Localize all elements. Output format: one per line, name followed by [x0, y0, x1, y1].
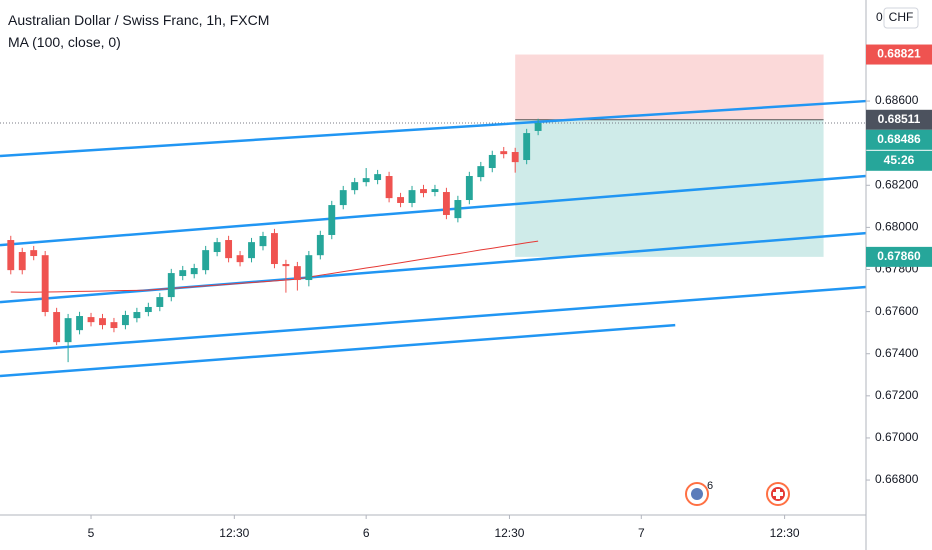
- currency-button[interactable]: [883, 7, 919, 29]
- currency-label[interactable]: CHF: [889, 10, 914, 24]
- candle-body: [213, 242, 221, 253]
- trend-line: [0, 99, 867, 158]
- candle-body: [41, 255, 49, 313]
- x-tick-label: 7: [638, 526, 645, 540]
- countdown: 45:26: [884, 153, 915, 167]
- candle-body: [500, 151, 508, 155]
- candle-body: [374, 174, 382, 181]
- candle-body: [7, 240, 15, 271]
- chart-title: Australian Dollar / Swiss Franc, 1h, FXC…: [8, 12, 269, 28]
- indicator-label: MA (100, close, 0): [8, 34, 121, 50]
- candle-body: [30, 250, 38, 257]
- candle-body: [271, 233, 278, 265]
- moving-average: [10, 240, 539, 293]
- candle-body: [87, 317, 95, 323]
- price-label-box: [866, 44, 932, 65]
- candle-body: [121, 314, 129, 326]
- y-tick-label: 0.68200: [875, 177, 919, 191]
- candle-body: [248, 242, 255, 259]
- y-tick-label: 0.67400: [875, 346, 919, 360]
- candle-body: [293, 266, 301, 281]
- event-count: 6: [707, 480, 713, 492]
- stop-zone: [515, 54, 824, 120]
- candle-body: [53, 312, 61, 343]
- candle-body: [442, 192, 450, 215]
- candle-body: [385, 176, 393, 199]
- candle-body: [328, 205, 336, 235]
- y-tick-label: 0.67600: [875, 304, 919, 318]
- y-tick-label: 0.68000: [875, 220, 919, 234]
- candle-body: [477, 166, 485, 178]
- price-label: 0.67860: [877, 249, 921, 263]
- candle-body: [511, 152, 519, 163]
- candle-body: [167, 273, 175, 298]
- candle-body: [362, 178, 370, 183]
- price-label: 0.68486: [877, 132, 921, 146]
- target-zone: [515, 119, 824, 257]
- x-tick-label: 12:30: [219, 526, 249, 540]
- candle-body: [236, 255, 244, 263]
- candle-body: [99, 318, 106, 326]
- candle-body: [534, 122, 542, 131]
- y-tick-label: 0.66800: [875, 472, 919, 486]
- countdown-box: [866, 150, 932, 171]
- candle-body: [133, 312, 141, 319]
- candle-body: [282, 264, 290, 267]
- candle-body: [408, 190, 416, 203]
- candle-body: [156, 297, 164, 307]
- axis-top-label: 0: [876, 10, 883, 24]
- candle-body: [76, 316, 84, 331]
- candle-body: [397, 197, 404, 203]
- candle-body: [305, 255, 313, 281]
- plot-area: [0, 54, 867, 378]
- trend-line: [0, 285, 867, 354]
- x-tick-label: 12:30: [494, 526, 524, 540]
- x-tick-label: 12:30: [770, 526, 800, 540]
- candle-body: [110, 322, 118, 329]
- candle-body: [420, 189, 427, 194]
- y-tick-label: 0.67000: [875, 430, 919, 444]
- y-tick-label: 0.67200: [875, 388, 919, 402]
- candle-body: [179, 270, 187, 277]
- candle-body: [351, 182, 359, 191]
- price-label-box: [866, 109, 932, 130]
- candle-body: [18, 252, 26, 271]
- candle-body: [202, 250, 210, 271]
- price-label-box: [866, 246, 932, 267]
- trend-line: [0, 174, 867, 247]
- event-icon[interactable]: [766, 482, 790, 506]
- candle-body: [259, 236, 267, 247]
- candle-body: [523, 133, 531, 161]
- price-label: 0.68821: [877, 47, 921, 61]
- candle-body: [454, 200, 462, 219]
- candle-body: [465, 176, 473, 201]
- candle-body: [431, 189, 439, 193]
- candle-body: [316, 234, 324, 256]
- x-tick-label: 5: [88, 526, 95, 540]
- x-tick-label: 6: [363, 526, 370, 540]
- candle-body: [190, 268, 198, 275]
- price-label-box: [866, 129, 932, 150]
- event-icon[interactable]: [685, 482, 709, 506]
- trend-line: [0, 323, 676, 378]
- candle-body: [339, 190, 347, 206]
- price-label: 0.68511: [878, 112, 921, 126]
- candle-body: [225, 240, 233, 259]
- y-tick-label: 0.68600: [875, 93, 919, 107]
- candle-body: [488, 154, 496, 169]
- candle-body: [144, 306, 152, 313]
- candle-body: [64, 318, 72, 343]
